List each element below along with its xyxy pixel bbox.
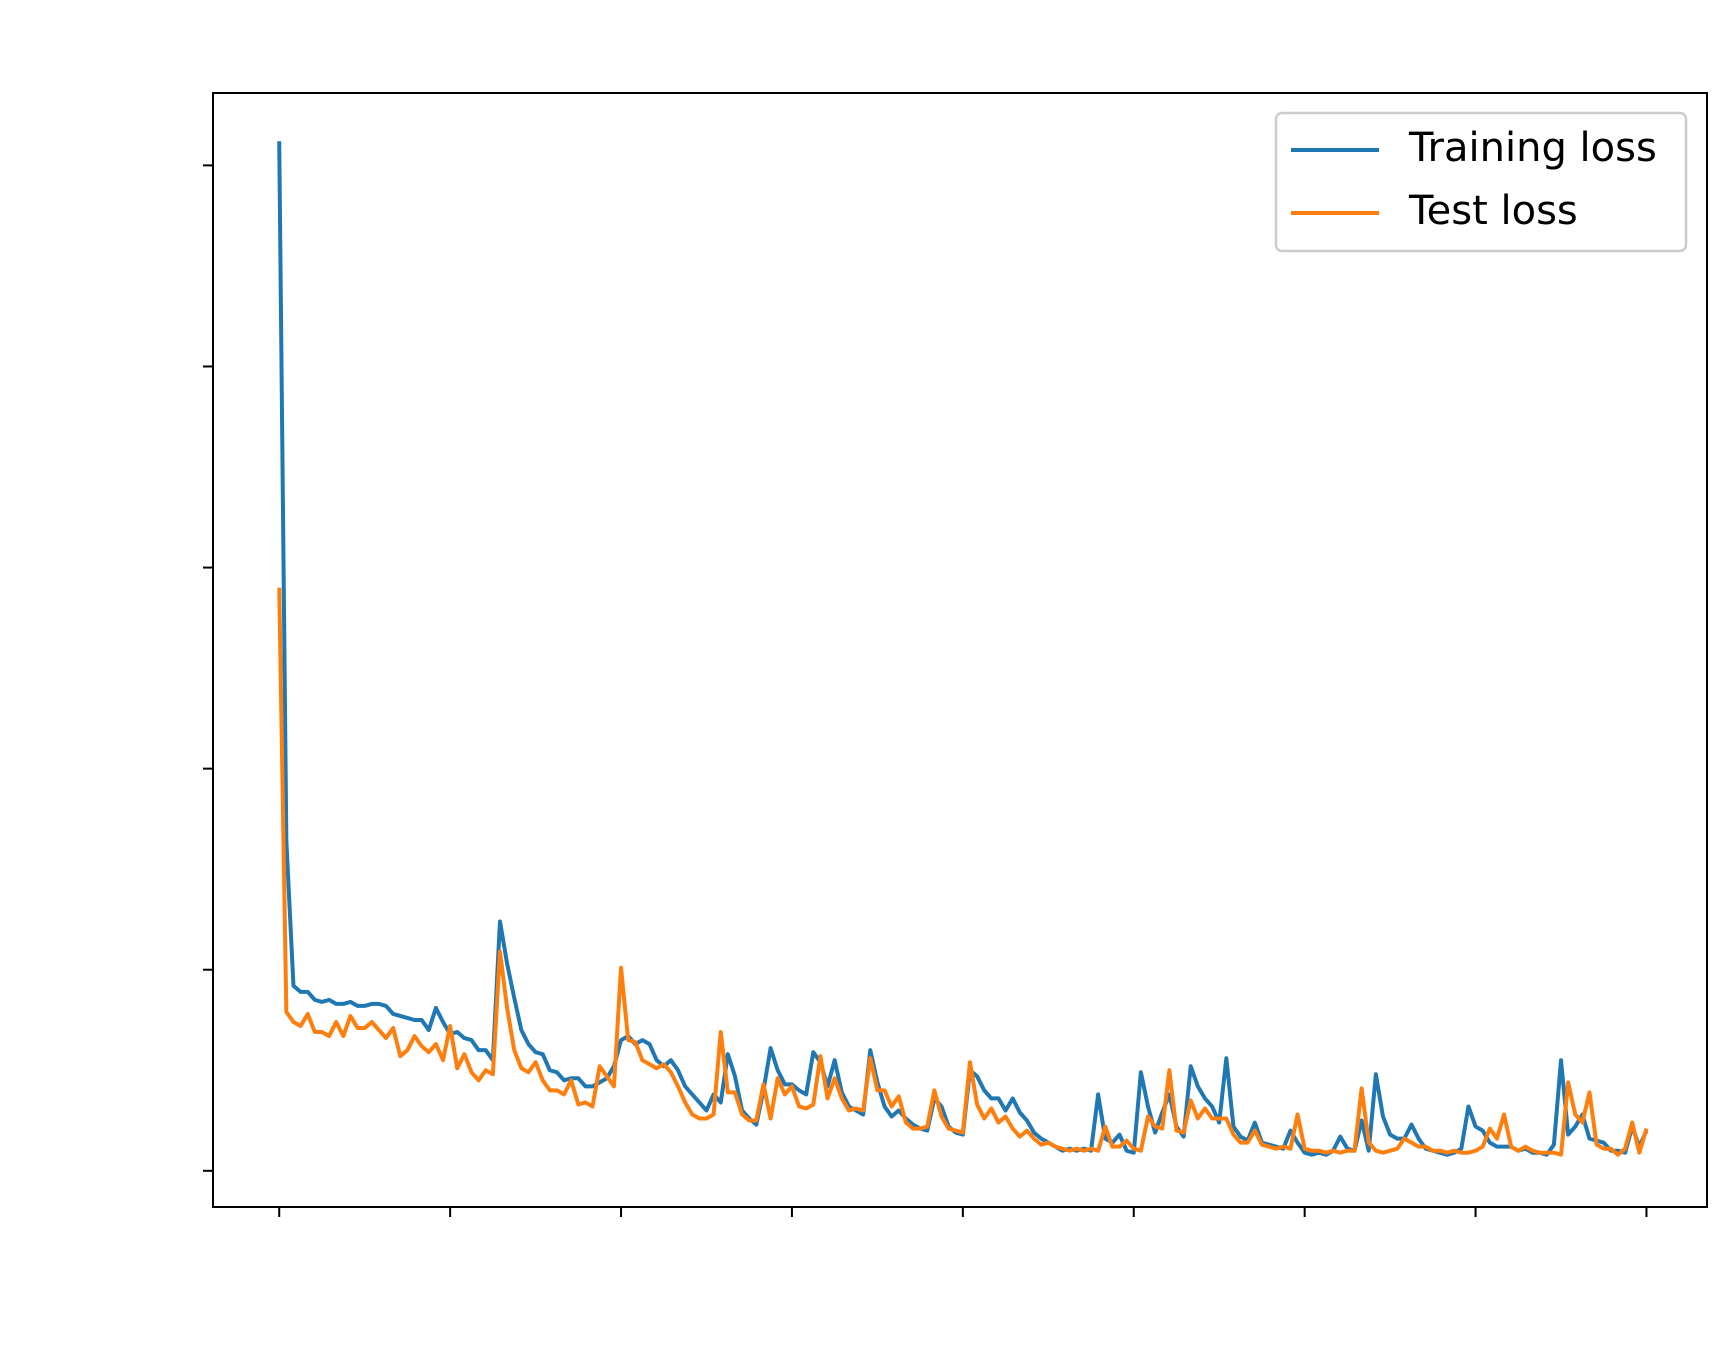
legend-box: [1274, 111, 1688, 253]
legend-label: Training loss: [1408, 125, 1657, 171]
legend-label: Test loss: [1408, 188, 1578, 234]
series-line: [277, 587, 1649, 1157]
legend: Training loss Test loss: [1274, 111, 1688, 253]
series-line: [277, 141, 1649, 1157]
axes-frame: [212, 92, 1708, 1208]
